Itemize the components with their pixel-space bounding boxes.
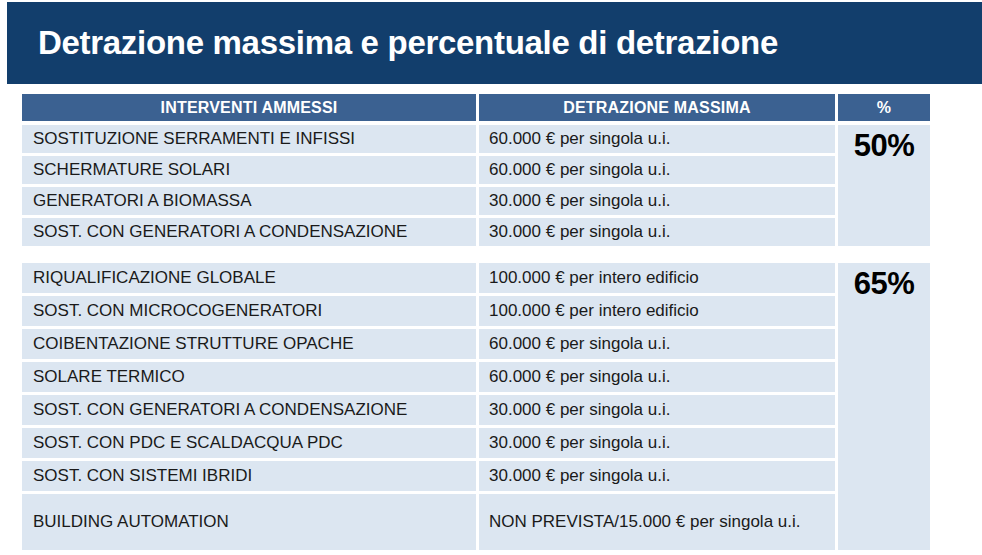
cell-detrazione: 30.000 € per singola u.i. <box>479 461 835 491</box>
cell-intervento: SOLARE TERMICO <box>22 362 476 392</box>
cell-detrazione: NON PREVISTA/15.000 € per singola u.i. <box>479 494 835 550</box>
cell-detrazione: 30.000 € per singola u.i. <box>479 428 835 458</box>
cell-intervento: SCHERMATURE SOLARI <box>22 156 476 184</box>
cell-detrazione: 60.000 € per singola u.i. <box>479 125 835 153</box>
cell-intervento: SOST. CON GENERATORI A CONDENSAZIONE <box>22 395 476 425</box>
cell-intervento: GENERATORI A BIOMASSA <box>22 187 476 215</box>
cell-intervento: SOST. CON MICROCOGENERATORI <box>22 296 476 326</box>
title-banner: Detrazione massima e percentuale di detr… <box>7 2 982 84</box>
detrazioni-table: INTERVENTI AMMESSI DETRAZIONE MASSIMA % … <box>22 94 930 550</box>
cell-detrazione: 30.000 € per singola u.i. <box>479 218 835 246</box>
cell-intervento: BUILDING AUTOMATION <box>22 494 476 550</box>
cell-detrazione: 100.000 € per intero edificio <box>479 296 835 326</box>
cell-intervento: SOST. CON PDC E SCALDACQUA PDC <box>22 428 476 458</box>
column-header-interventi: INTERVENTI AMMESSI <box>22 94 476 121</box>
cell-detrazione: 100.000 € per intero edificio <box>479 263 835 293</box>
cell-intervento: SOSTITUZIONE SERRAMENTI E INFISSI <box>22 125 476 153</box>
page-title: Detrazione massima e percentuale di detr… <box>38 24 778 62</box>
table-header-row: INTERVENTI AMMESSI DETRAZIONE MASSIMA % <box>22 94 930 121</box>
percent-cell-50: 50% <box>838 125 930 246</box>
cell-detrazione: 30.000 € per singola u.i. <box>479 187 835 215</box>
table-group-50: 50% SOSTITUZIONE SERRAMENTI E INFISSI 60… <box>22 125 930 246</box>
cell-intervento: COIBENTAZIONE STRUTTURE OPACHE <box>22 329 476 359</box>
column-header-percent: % <box>838 94 930 121</box>
cell-intervento: SOST. CON SISTEMI IBRIDI <box>22 461 476 491</box>
cell-detrazione: 60.000 € per singola u.i. <box>479 362 835 392</box>
cell-detrazione: 30.000 € per singola u.i. <box>479 395 835 425</box>
table-group-65: 65% RIQUALIFICAZIONE GLOBALE 100.000 € p… <box>22 263 930 550</box>
cell-intervento: SOST. CON GENERATORI A CONDENSAZIONE <box>22 218 476 246</box>
cell-detrazione: 60.000 € per singola u.i. <box>479 156 835 184</box>
column-header-detrazione: DETRAZIONE MASSIMA <box>479 94 835 121</box>
cell-intervento: RIQUALIFICAZIONE GLOBALE <box>22 263 476 293</box>
cell-detrazione: 60.000 € per singola u.i. <box>479 329 835 359</box>
percent-cell-65: 65% <box>838 263 930 550</box>
